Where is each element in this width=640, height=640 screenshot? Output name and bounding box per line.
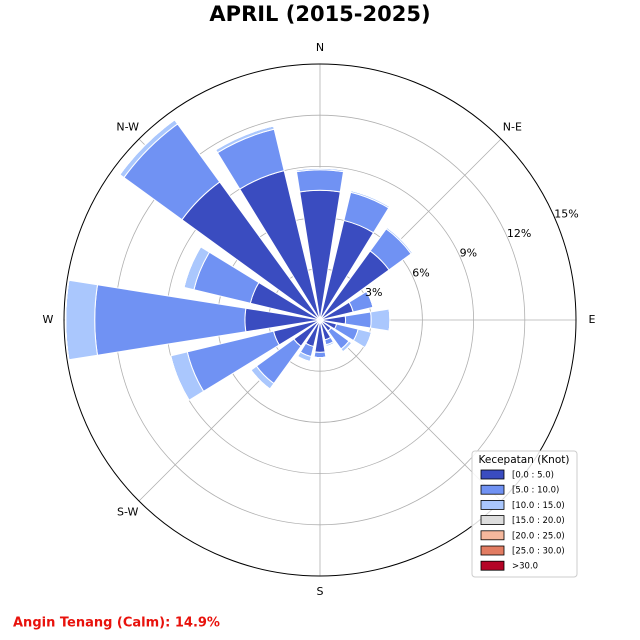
legend-swatch xyxy=(480,530,505,541)
bar-segment xyxy=(388,308,391,332)
angle-label: S-W xyxy=(117,505,139,518)
legend-label: [5.0 : 10.0) xyxy=(512,486,559,496)
legend-label: [0.0 : 5.0) xyxy=(512,471,554,481)
legend-label: [15.0 : 20.0) xyxy=(512,516,565,526)
legend-label: >30.0 xyxy=(512,562,538,572)
bar-segment xyxy=(65,279,99,361)
bar-segment xyxy=(250,369,271,390)
grid-spoke xyxy=(319,319,502,502)
legend-swatch xyxy=(480,469,505,480)
calm-annotation: Angin Tenang (Calm): 14.9% xyxy=(13,616,220,631)
bar-segment xyxy=(344,311,372,329)
bar-segment xyxy=(313,351,327,359)
angle-label: W xyxy=(43,313,54,326)
angle-label: N xyxy=(316,41,324,54)
legend-swatch xyxy=(480,560,505,571)
legend-swatch xyxy=(480,499,505,510)
legend-swatch xyxy=(480,515,505,525)
legend-label: [25.0 : 30.0) xyxy=(512,547,565,557)
chart-title: APRIL (2015-2025) xyxy=(209,2,430,26)
angle-label: E xyxy=(589,313,596,326)
legend-swatch xyxy=(480,545,505,556)
angle-label: S xyxy=(317,585,324,598)
bar-segment xyxy=(326,342,335,348)
polar-frame xyxy=(63,63,577,577)
legend-title: Kecepatan (Knot) xyxy=(479,454,570,466)
bar-segment xyxy=(65,280,70,360)
r-tick-label: 15% xyxy=(554,208,578,221)
bar-segment xyxy=(342,342,353,353)
legend-swatch xyxy=(480,484,505,495)
legend: Kecepatan (Knot) [0.0 : 5.0) [5.0 : 10.0) [… xyxy=(471,450,578,578)
legend-box xyxy=(471,450,578,578)
r-tick-label: 3% xyxy=(365,286,382,299)
bar-segment xyxy=(295,169,345,193)
bar-segment xyxy=(297,355,311,362)
legend-label: [20.0 : 25.0) xyxy=(512,531,565,541)
legend-label: [10.0 : 15.0) xyxy=(512,501,565,511)
bar-segment xyxy=(369,308,391,332)
r-tick-label: 9% xyxy=(460,247,477,260)
r-tick-label: 12% xyxy=(507,227,531,240)
bar-segment xyxy=(296,167,344,171)
r-tick-label: 6% xyxy=(412,266,429,279)
angle-label: N-E xyxy=(503,121,522,134)
angle-label: N-W xyxy=(116,121,139,134)
